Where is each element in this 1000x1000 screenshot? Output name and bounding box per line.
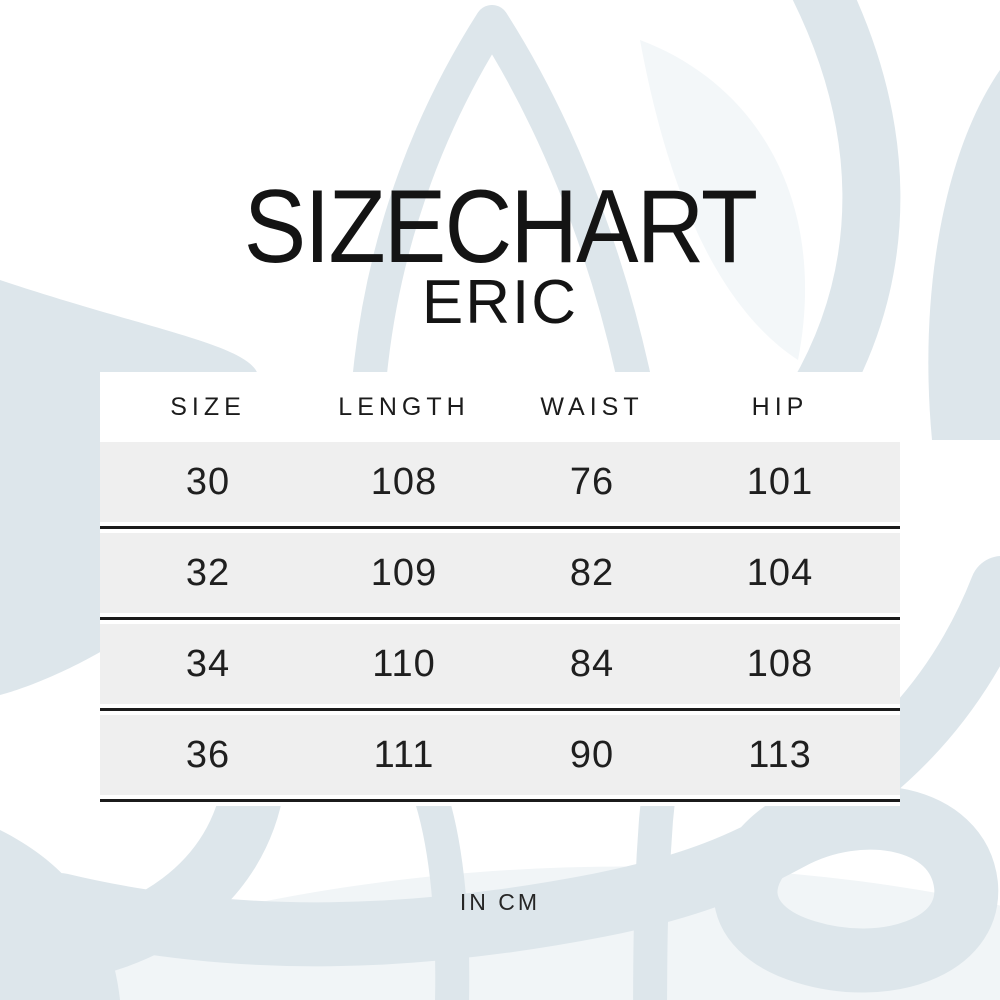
column-header-hip: HIP bbox=[751, 392, 809, 421]
watermark-swirl bbox=[28, 556, 1000, 993]
length-value: 109 bbox=[370, 551, 438, 594]
row-divider bbox=[100, 708, 900, 711]
hip-value: 108 bbox=[746, 642, 814, 685]
size-value: 32 bbox=[185, 551, 231, 594]
size-value: 30 bbox=[185, 460, 231, 503]
page-title: SIZECHART bbox=[243, 169, 758, 285]
table-row: 34 110 84 108 bbox=[100, 624, 900, 704]
column-header-length: LENGTH bbox=[338, 392, 470, 421]
waist-value: 84 bbox=[569, 642, 615, 685]
waist-value: 76 bbox=[569, 460, 615, 503]
hip-value: 104 bbox=[746, 551, 814, 594]
page-subtitle: ERIC bbox=[421, 268, 579, 337]
table-row: 30 108 76 101 bbox=[100, 442, 900, 522]
waist-value: 90 bbox=[569, 733, 615, 776]
waist-value: 82 bbox=[569, 551, 615, 594]
row-divider bbox=[100, 799, 900, 802]
table-row: 36 111 90 113 bbox=[100, 715, 900, 795]
unit-note: IN CM bbox=[459, 889, 541, 915]
table-row: 32 109 82 104 bbox=[100, 533, 900, 613]
length-value: 108 bbox=[370, 460, 438, 503]
table-header-row: SIZE LENGTH WAIST HIP bbox=[100, 372, 900, 442]
size-value: 34 bbox=[185, 642, 231, 685]
hip-value: 101 bbox=[746, 460, 814, 503]
row-divider bbox=[100, 617, 900, 620]
length-value: 110 bbox=[372, 642, 436, 685]
hip-value: 113 bbox=[748, 733, 812, 776]
row-divider bbox=[100, 526, 900, 529]
size-value: 36 bbox=[185, 733, 231, 776]
column-header-size: SIZE bbox=[170, 392, 246, 421]
watermark-right-edge bbox=[928, 70, 1000, 440]
size-table: SIZE LENGTH WAIST HIP 30 108 76 101 32 1… bbox=[100, 372, 900, 806]
column-header-waist: WAIST bbox=[540, 392, 644, 421]
watermark-pale-petal bbox=[640, 40, 806, 360]
length-value: 111 bbox=[373, 733, 435, 776]
